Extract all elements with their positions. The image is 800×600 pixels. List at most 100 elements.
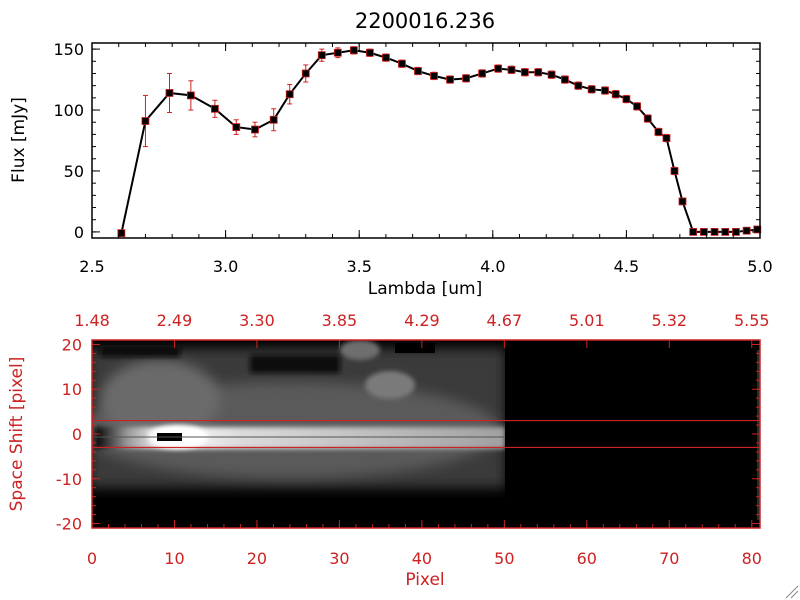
- flux-point: [285, 90, 294, 99]
- image-top-tick-label: 4.29: [404, 311, 440, 330]
- flux-point: [742, 226, 751, 235]
- x-tick-label: 2.5: [79, 257, 104, 276]
- image-top-ticks: 1.48 2.49 3.30 3.85 4.29 4.67 5.01 5.32 5.55: [74, 311, 770, 348]
- spectrum-frame: [91, 42, 761, 239]
- flux-point: [462, 74, 470, 83]
- spectrum-y-ticks: 0 50 100 150: [53, 40, 760, 242]
- flux-point: [446, 75, 454, 84]
- image-dark-patch: [395, 343, 435, 353]
- flux-point: [670, 167, 679, 175]
- extraction-window: [92, 419, 760, 449]
- flux-point: [547, 70, 556, 79]
- flux-point: [633, 102, 641, 111]
- chart-title: 2200016.236: [355, 9, 495, 33]
- image-y-tick-label: 0: [72, 425, 82, 444]
- flux-point: [365, 48, 374, 57]
- x-tick-label: 3.5: [346, 257, 371, 276]
- image-top-tick-label: 2.49: [157, 311, 193, 330]
- flux-point: [689, 228, 698, 236]
- image-x-label: Pixel: [405, 570, 444, 590]
- image-top-tick-label: 4.67: [487, 311, 523, 330]
- flux-point: [721, 228, 730, 236]
- y-tick-label: 0: [74, 223, 84, 242]
- flux-point: [643, 114, 652, 123]
- image-top-tick-label: 3.30: [239, 311, 275, 330]
- image-top-tick-label: 1.48: [74, 311, 110, 330]
- flux-point: [494, 64, 503, 73]
- image-x-tick-label: 40: [412, 549, 432, 568]
- flux-point: [699, 228, 708, 236]
- image-y-label: Space Shift [pixel]: [7, 357, 27, 512]
- image-edge-column: [757, 350, 760, 520]
- flux-point: [710, 228, 719, 236]
- spectrum-plot: 2200016.236 2.5 3.0 3.5 4.0 4.5 5.0 0 50 100 150…: [9, 9, 773, 299]
- flux-point: [349, 46, 358, 55]
- flux-point: [478, 69, 487, 78]
- flux-point: [678, 197, 687, 206]
- flux-point: [382, 53, 390, 62]
- y-tick-label: 50: [64, 162, 84, 181]
- image-x-tick-label: 80: [742, 549, 762, 568]
- flux-point: [601, 86, 609, 95]
- x-axis-label: Lambda [um]: [368, 279, 482, 299]
- image-x-tick-label: 50: [494, 549, 514, 568]
- image-bottom-ticks: 0 10 20 30 40 50 60 70 80: [87, 520, 762, 568]
- x-tick-label: 5.0: [747, 257, 772, 276]
- flux-point: [753, 225, 762, 234]
- flux-point: [317, 51, 326, 60]
- image-blob: [340, 340, 380, 360]
- image-top-tick-label: 5.55: [734, 311, 770, 330]
- image-x-tick-label: 10: [164, 549, 184, 568]
- image-x-tick-label: 30: [329, 549, 349, 568]
- spectrum-image-panel: 0 10 20 30 40 50 60 70 80 1.48 2.49 3.30 3.85 4.29 4.…: [7, 311, 770, 590]
- flux-point: [520, 68, 529, 77]
- flux-point: [622, 95, 631, 103]
- spectrum-plot-area: [117, 46, 762, 238]
- x-tick-label: 4.0: [480, 257, 505, 276]
- flux-point: [732, 228, 740, 236]
- flux-point: [211, 104, 219, 113]
- image-frame: [91, 339, 761, 529]
- flux-point: [662, 134, 671, 142]
- image-x-tick-label: 0: [87, 549, 97, 568]
- flux-point: [561, 75, 569, 84]
- x-tick-label: 4.5: [614, 257, 639, 276]
- flux-point: [507, 65, 516, 74]
- y-tick-label: 150: [53, 40, 84, 59]
- flux-point: [186, 91, 195, 100]
- image-x-tick-label: 20: [247, 549, 267, 568]
- flux-series-line: [120, 49, 758, 234]
- flux-point: [269, 115, 278, 124]
- flux-point: [534, 68, 543, 77]
- image-dark-patch: [250, 355, 340, 373]
- image-x-tick-label: 70: [659, 549, 679, 568]
- flux-point: [301, 69, 310, 78]
- image-y-tick-label: -20: [56, 515, 82, 534]
- image-y-tick-label: 10: [62, 380, 82, 399]
- image-top-tick-label: 5.32: [651, 311, 687, 330]
- flux-point: [611, 90, 620, 99]
- y-axis-label: Flux [mJy]: [9, 97, 29, 183]
- y-tick-label: 100: [53, 101, 84, 120]
- flux-point: [165, 89, 174, 97]
- image-top-tick-label: 5.01: [569, 311, 605, 330]
- image-cutoff: [505, 340, 760, 528]
- flux-point: [398, 59, 406, 68]
- image-y-tick-label: -10: [56, 470, 82, 489]
- image-dark-patch: [100, 345, 180, 357]
- flux-point: [654, 128, 663, 136]
- flux-point: [430, 72, 438, 80]
- image-x-tick-label: 60: [577, 549, 597, 568]
- x-tick-label: 3.0: [213, 257, 238, 276]
- flux-point: [587, 85, 596, 94]
- flux-point: [232, 123, 241, 131]
- image-y-tick-label: 20: [62, 335, 82, 354]
- flux-point: [414, 67, 422, 75]
- resize-grip-icon[interactable]: [785, 585, 799, 599]
- flux-point: [574, 81, 583, 90]
- flux-point: [333, 48, 342, 57]
- flux-point: [141, 117, 150, 125]
- flux-point: [117, 229, 126, 238]
- flux-point: [251, 125, 259, 134]
